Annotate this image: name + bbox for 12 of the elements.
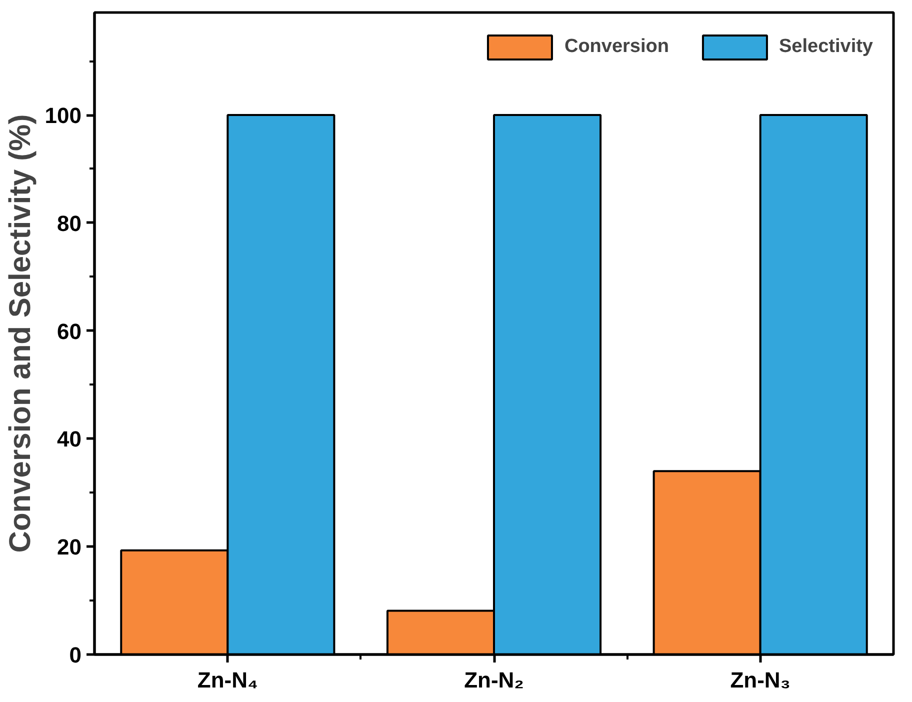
y-tick-label: 60 bbox=[57, 318, 82, 344]
y-tick-label: 80 bbox=[57, 210, 82, 236]
y-tick-label: 20 bbox=[57, 534, 82, 560]
x-tick-label: Zn-N₂ bbox=[464, 668, 524, 692]
y-tick-label: 0 bbox=[69, 642, 82, 668]
legend-label: Selectivity bbox=[779, 36, 873, 58]
x-tick-label: Zn-N₄ bbox=[197, 668, 258, 692]
y-axis-title: Conversion and Selectivity (%) bbox=[4, 114, 37, 553]
y-tick-label: 100 bbox=[44, 103, 82, 128]
legend-label: Conversion bbox=[564, 36, 669, 58]
x-tick-label: Zn-N₃ bbox=[730, 668, 790, 692]
y-tick-label: 40 bbox=[57, 426, 82, 452]
